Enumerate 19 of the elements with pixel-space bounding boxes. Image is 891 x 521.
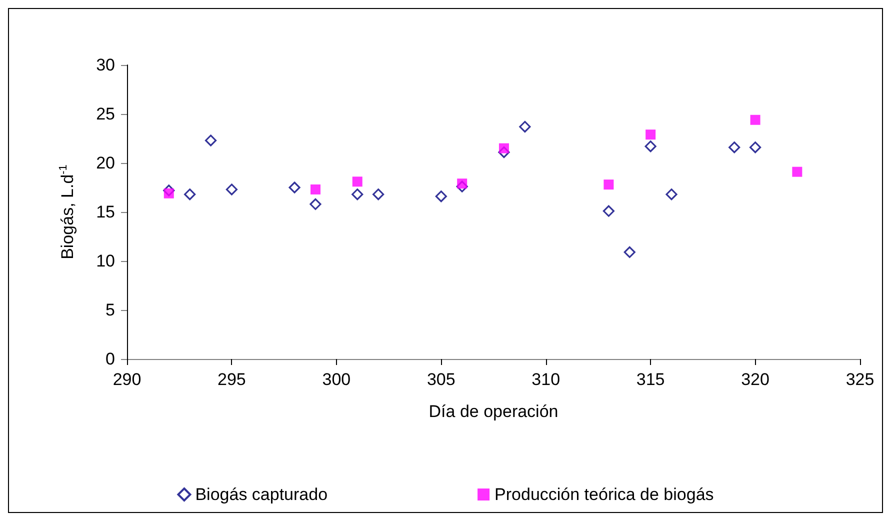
x-tick-label: 305	[426, 370, 456, 389]
y-axis-title: Biogás, L.d-1	[58, 164, 77, 260]
legend-label: Biogás capturado	[195, 485, 328, 504]
x-tick-label: 325	[846, 370, 874, 389]
x-tick-label: 320	[741, 370, 770, 389]
x-tick-label: 290	[112, 370, 142, 389]
y-tick-label: 15	[96, 202, 115, 222]
y-tick-label: 5	[106, 300, 115, 320]
y-tick-label: 20	[96, 154, 115, 172]
x-axis-title: Día de operación	[428, 402, 558, 421]
x-tick-label: 300	[322, 370, 351, 389]
x-tick-label: 295	[218, 370, 246, 389]
legend-label: Producción teórica de biogás	[494, 485, 714, 504]
y-tick-label: 10	[96, 252, 115, 270]
y-tick-label: 30	[96, 56, 115, 74]
y-tick-label: 0	[106, 350, 115, 368]
x-tick-label: 315	[636, 370, 665, 389]
y-tick-label: 25	[96, 104, 115, 124]
x-tick-label: 310	[532, 370, 560, 389]
